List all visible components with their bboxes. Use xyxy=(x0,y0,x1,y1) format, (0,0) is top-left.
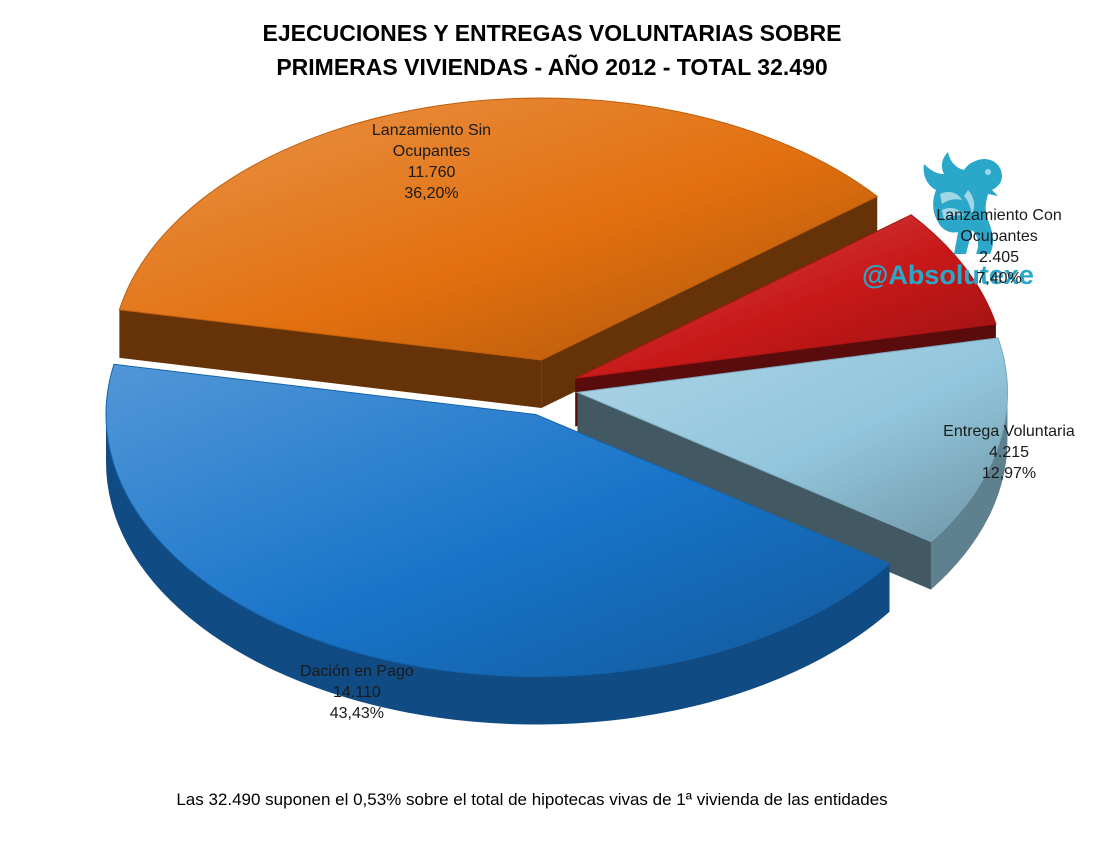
slice-label-line: Lanzamiento Con xyxy=(936,206,1062,224)
slice-label-line: Lanzamiento Sin xyxy=(371,122,492,139)
slice-label-0: Entrega Voluntaria 4.215 12,97% xyxy=(924,421,1094,484)
footnote: Las 32.490 suponen el 0,53% sobre el tot… xyxy=(176,790,888,809)
slice-label-line: Ocupantes xyxy=(392,143,471,160)
slice-label-line: 7,40% xyxy=(976,269,1022,287)
slice-label-line: 14.110 xyxy=(333,683,381,701)
slice-label-line: Entrega Voluntaria xyxy=(943,423,1075,441)
slice-label-line: 11.760 xyxy=(407,164,456,181)
slice-label-1: Dación en Pago 14.110 43,43% xyxy=(272,661,442,724)
slice-top xyxy=(105,363,891,678)
slice-label-line: 36,20% xyxy=(404,185,459,202)
chart-title-line-2: PRIMERAS VIVIENDAS - AÑO 2012 - TOTAL 32… xyxy=(276,54,828,80)
chart-title-line-1: EJECUCIONES Y ENTREGAS VOLUNTARIAS SOBRE xyxy=(262,20,842,46)
slice-label-line: 4.215 xyxy=(988,444,1030,462)
slice-label-line: Dación en Pago xyxy=(299,662,414,680)
slice-outer-wall xyxy=(930,392,1008,590)
slice-top xyxy=(118,97,879,361)
slice-top xyxy=(575,214,997,379)
slice-label-line: Ocupantes xyxy=(960,227,1038,245)
pie-slice-1 xyxy=(105,363,891,725)
griffin-icon xyxy=(923,152,1002,254)
slice-side-wall xyxy=(119,309,542,409)
slice-side-wall xyxy=(577,392,931,590)
slice-label-2: Lanzamiento Sin Ocupantes 11.760 36,20% xyxy=(346,120,516,204)
slice-label-line: 12,97% xyxy=(981,465,1037,483)
slice-label-line: 43,43% xyxy=(329,704,384,722)
slice-top xyxy=(575,337,1008,543)
pie-slice-0 xyxy=(575,337,1008,590)
slice-label-3: Lanzamiento Con Ocupantes 2.405 7,40% xyxy=(914,205,1084,289)
brand-watermark: @Absolutexe xyxy=(862,260,1034,290)
slice-outer-wall xyxy=(106,414,890,725)
slice-label-line: 2.405 xyxy=(979,248,1020,266)
